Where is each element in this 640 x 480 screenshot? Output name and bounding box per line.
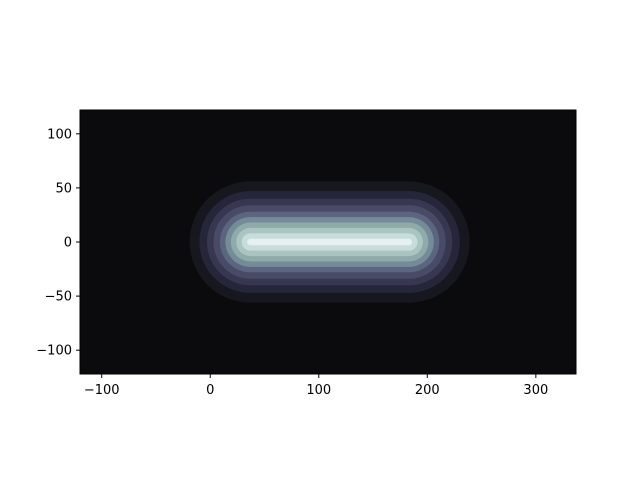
y-tick-label: −100 — [36, 344, 72, 359]
y-tick-label: 100 — [47, 127, 72, 142]
x-tick-label: 200 — [415, 383, 440, 398]
x-tick-label: −100 — [84, 383, 120, 398]
x-tick-label: 300 — [523, 383, 548, 398]
x-tick-label: 100 — [306, 383, 331, 398]
contour-fill-group — [189, 181, 470, 303]
contour-band-10 — [247, 238, 413, 246]
x-axis: −100 0 100 200 300 — [84, 374, 548, 398]
y-tick-label: 0 — [64, 236, 72, 251]
y-axis: −100 −50 0 50 100 — [36, 127, 80, 359]
y-tick-label: 50 — [55, 181, 72, 196]
y-tick-label: −50 — [45, 290, 72, 305]
x-tick-label: 0 — [206, 383, 214, 398]
